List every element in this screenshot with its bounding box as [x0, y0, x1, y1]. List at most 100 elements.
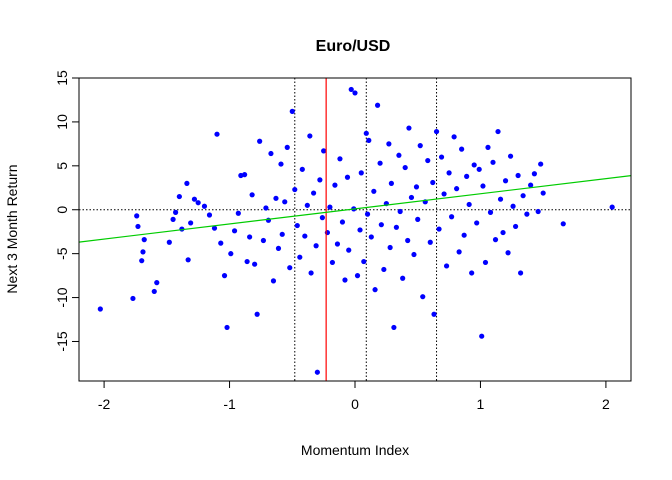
data-point: [490, 159, 496, 165]
data-point: [502, 178, 509, 184]
data-point: [371, 188, 377, 194]
data-point: [454, 186, 460, 192]
data-point: [368, 234, 374, 240]
x-axis-label: Momentum Index: [301, 442, 409, 458]
data-point: [297, 254, 303, 260]
plot-content: [0, 0, 631, 381]
data-point: [396, 152, 402, 158]
data-point: [242, 172, 248, 178]
data-point: [492, 237, 499, 243]
y-tick-label: 5: [54, 162, 70, 170]
data-point: [386, 141, 392, 147]
data-point: [510, 203, 516, 209]
data-point: [449, 214, 455, 220]
data-point: [393, 224, 399, 230]
data-point: [260, 237, 267, 244]
data-point: [485, 144, 491, 150]
data-point: [224, 324, 230, 331]
y-tick-label: 0: [54, 206, 70, 214]
data-point: [420, 294, 426, 300]
data-point: [176, 193, 182, 200]
data-point: [461, 232, 467, 238]
data-point: [287, 265, 293, 271]
data-point: [443, 263, 450, 269]
data-point: [415, 216, 421, 222]
data-point: [471, 162, 477, 168]
data-point: [184, 180, 190, 186]
chart-title: Euro/USD: [316, 38, 391, 55]
data-point: [366, 137, 372, 143]
data-point: [480, 183, 486, 189]
data-point: [270, 278, 277, 284]
data-point: [268, 150, 274, 157]
data-point: [339, 219, 346, 225]
x-tick-label: -1: [223, 396, 236, 412]
data-point: [307, 133, 313, 139]
data-point: [191, 196, 198, 202]
data-point: [135, 223, 141, 230]
data-point: [348, 86, 354, 93]
data-point: [249, 192, 255, 198]
data-point: [363, 130, 369, 136]
y-axis-label: Next 3 Month Return: [4, 164, 20, 293]
plot-region: [0, 0, 632, 382]
data-point: [201, 203, 208, 209]
data-point: [314, 369, 320, 375]
data-point: [408, 194, 415, 201]
data-point: [427, 239, 433, 245]
data-point: [218, 240, 224, 246]
data-point: [284, 144, 290, 150]
data-point: [140, 249, 146, 255]
y-tick-label: 15: [54, 70, 70, 86]
regression-line: [78, 175, 632, 243]
data-point: [531, 171, 538, 177]
data-point: [505, 250, 511, 256]
data-point: [282, 199, 288, 205]
data-point: [397, 208, 403, 215]
data-point: [139, 258, 145, 264]
data-point: [364, 211, 371, 217]
data-point: [317, 177, 323, 183]
data-point: [377, 160, 383, 166]
data-point: [214, 131, 220, 137]
data-point: [231, 228, 238, 234]
data-point: [451, 134, 457, 140]
data-point: [436, 226, 442, 232]
data-point: [344, 174, 351, 180]
data-point: [342, 277, 348, 283]
x-tick-label: -2: [98, 396, 111, 412]
data-point: [278, 161, 284, 167]
data-point: [358, 170, 364, 176]
data-point: [515, 172, 521, 179]
data-point: [535, 208, 541, 215]
data-point: [170, 216, 176, 222]
data-point: [372, 287, 378, 293]
x-tick-label: 1: [477, 396, 485, 412]
data-point: [560, 221, 566, 227]
data-point: [374, 102, 381, 108]
data-point: [273, 195, 279, 201]
data-point: [411, 251, 417, 258]
data-point: [97, 306, 103, 312]
data-point: [352, 90, 358, 96]
data-point: [166, 239, 172, 245]
data-point: [263, 205, 269, 211]
data-point: [518, 270, 524, 276]
data-point: [425, 157, 431, 164]
data-point: [520, 193, 526, 199]
data-point: [507, 153, 514, 159]
data-point: [512, 223, 519, 230]
data-point: [308, 270, 314, 276]
data-point: [357, 227, 363, 233]
data-point: [292, 186, 298, 193]
data-point: [528, 182, 534, 188]
data-point: [206, 212, 213, 218]
y-tick-label: -10: [54, 287, 70, 307]
highlight-point-0: [0, 0, 4, 4]
data-point: [346, 247, 352, 253]
data-point: [185, 257, 191, 263]
data-point: [275, 245, 282, 251]
data-point: [211, 225, 218, 231]
